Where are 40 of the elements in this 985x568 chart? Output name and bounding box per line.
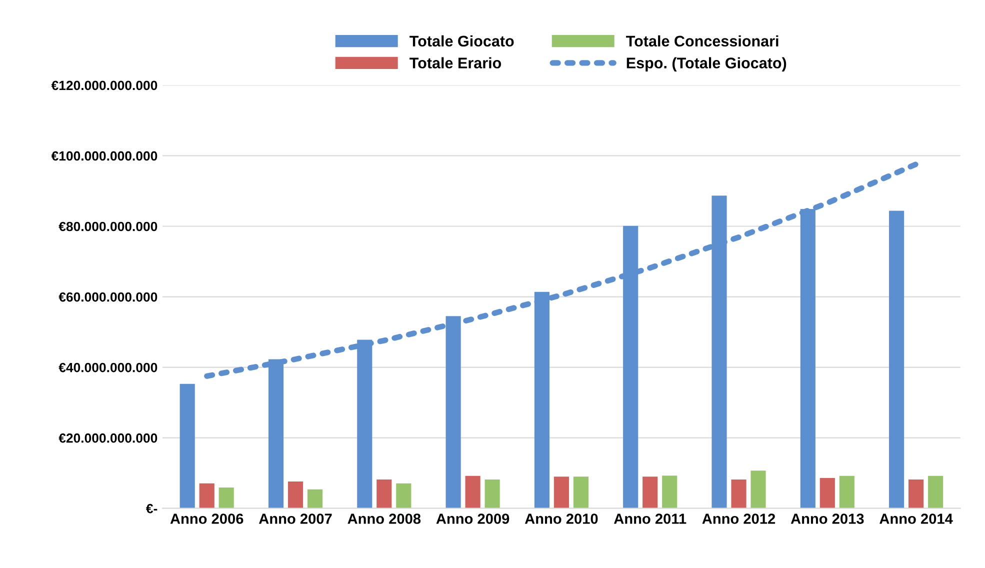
bar: [889, 210, 904, 508]
x-tick-label: Anno 2014: [880, 514, 953, 524]
legend-label: Totale Giocato: [410, 35, 514, 47]
bar: [573, 476, 588, 508]
bar: [750, 470, 766, 508]
x-tick-label: Anno 2007: [258, 514, 332, 524]
bar: [218, 488, 234, 508]
bar: [376, 479, 392, 508]
bar: [731, 479, 746, 508]
legend-label: Totale Concessionari: [626, 35, 778, 47]
bar: [820, 478, 835, 508]
x-tick-label: Anno 2013: [790, 514, 864, 524]
bar: [839, 476, 854, 508]
y-tick-label: €40.000.000.000: [58, 362, 158, 372]
y-tick-label: €60.000.000.000: [58, 292, 158, 302]
x-tick-label: Anno 2010: [524, 514, 598, 524]
bar: [199, 483, 214, 508]
bar: [642, 476, 658, 508]
legend-label: Espo. (Totale Giocato): [626, 57, 786, 72]
bar: [307, 489, 323, 508]
bar: [465, 476, 480, 508]
legend-label: Totale Erario: [410, 57, 502, 68]
y-tick-label: €120.000.000.000: [51, 80, 158, 90]
x-tick-label: Anno 2012: [702, 514, 776, 524]
x-tick-label: Anno 2008: [348, 514, 421, 524]
bar: [662, 476, 678, 508]
x-tick-label: Anno 2006: [170, 514, 244, 524]
y-tick-label: €100.000.000.000: [51, 151, 158, 161]
x-tick-label: Anno 2009: [436, 514, 510, 524]
bar: [554, 476, 569, 508]
bar: [396, 483, 412, 508]
y-tick-label: €80.000.000.000: [58, 222, 158, 232]
y-tick-label: €-: [146, 504, 158, 514]
bar: [928, 476, 944, 508]
bar: [180, 384, 195, 508]
bar: [288, 482, 304, 508]
x-tick-label: Anno 2011: [614, 514, 686, 524]
y-tick-label: €20.000.000.000: [58, 433, 158, 443]
bar: [484, 479, 500, 508]
bar: [908, 479, 924, 508]
